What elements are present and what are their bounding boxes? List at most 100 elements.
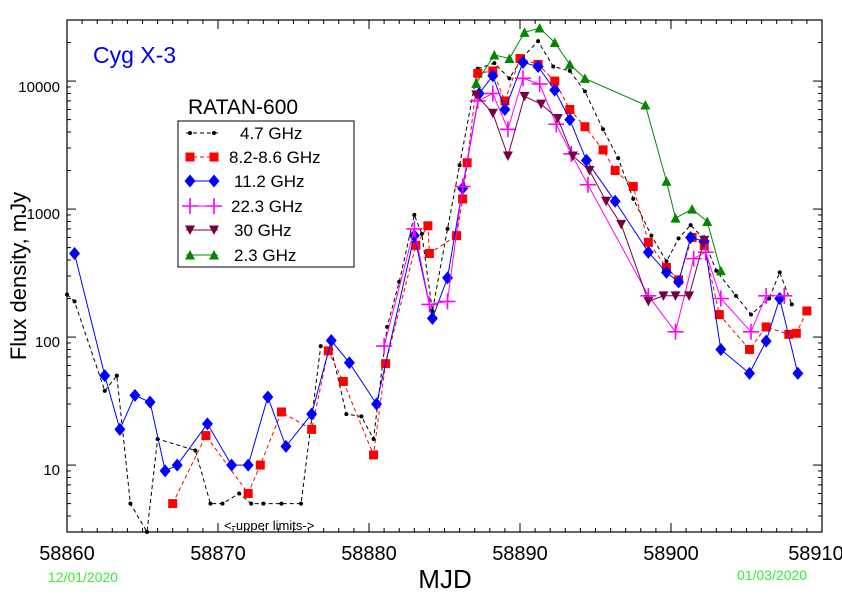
data-point bbox=[69, 246, 81, 260]
data-point bbox=[454, 178, 471, 195]
data-point bbox=[249, 501, 254, 506]
series-layer bbox=[65, 22, 812, 534]
data-point bbox=[171, 458, 183, 472]
series bbox=[65, 39, 794, 534]
data-point bbox=[144, 395, 156, 409]
data-point bbox=[715, 265, 726, 276]
data-point bbox=[369, 450, 379, 460]
legend-sample bbox=[185, 250, 219, 260]
legend-label: 11.2 GHz bbox=[234, 172, 305, 191]
data-point bbox=[767, 296, 772, 301]
data-point bbox=[688, 223, 693, 228]
legend-marker bbox=[185, 225, 195, 235]
data-point bbox=[673, 275, 685, 289]
data-point bbox=[532, 59, 544, 73]
legend-item: 11.2 GHz bbox=[184, 172, 305, 191]
data-point bbox=[550, 76, 560, 86]
plot-frame bbox=[66, 19, 823, 533]
data-point bbox=[745, 344, 755, 354]
data-point bbox=[129, 388, 141, 402]
data-point bbox=[549, 37, 560, 48]
data-point bbox=[567, 151, 578, 161]
data-point bbox=[534, 22, 545, 33]
data-point bbox=[579, 176, 596, 193]
data-point bbox=[500, 96, 510, 106]
legend-item: 8.2-8.6 GHz bbox=[185, 148, 321, 167]
legend-sample bbox=[185, 225, 219, 235]
x-tick-labels: 58860 58870 58880 58890 58900 58910 bbox=[39, 543, 842, 565]
data-point bbox=[610, 166, 620, 176]
legend-label: 8.2-8.6 GHz bbox=[229, 148, 321, 167]
data-point bbox=[406, 220, 423, 237]
series bbox=[471, 22, 726, 276]
legend: RATAN-600 4.7 GHz 8.2-8.6 GHz 11.2 GHz 2… bbox=[177, 96, 355, 268]
data-point bbox=[609, 194, 621, 208]
series bbox=[69, 55, 804, 478]
x-tick-label: 58870 bbox=[190, 543, 246, 565]
data-point bbox=[789, 302, 794, 307]
data-point bbox=[439, 293, 456, 310]
data-point bbox=[758, 287, 775, 304]
data-point bbox=[685, 230, 697, 244]
data-point bbox=[385, 324, 390, 329]
data-point bbox=[114, 422, 126, 436]
x-tick-label: 58900 bbox=[643, 543, 699, 565]
y-tick-label: 10000 bbox=[18, 79, 60, 96]
data-point bbox=[670, 291, 681, 301]
legend-items: 4.7 GHz 8.2-8.6 GHz 11.2 GHz 22.3 GHz 30… bbox=[182, 124, 321, 265]
date-right: 01/03/2020 bbox=[737, 567, 807, 583]
data-point bbox=[306, 407, 318, 421]
data-point bbox=[601, 196, 612, 207]
data-point bbox=[649, 233, 654, 238]
data-point bbox=[749, 312, 754, 317]
data-point bbox=[515, 70, 532, 87]
data-point bbox=[371, 397, 383, 411]
x-tick-label: 58910 bbox=[788, 543, 842, 565]
x-tick-label: 58890 bbox=[492, 543, 548, 565]
data-point bbox=[660, 265, 672, 279]
data-point bbox=[499, 121, 516, 138]
data-point bbox=[484, 85, 501, 102]
y-axis-title: Flux density, mJy bbox=[6, 192, 31, 360]
legend-item: 22.3 GHz bbox=[182, 197, 303, 216]
y-tick-labels: 10 100 1000 10000 bbox=[18, 79, 60, 479]
data-point bbox=[549, 83, 561, 97]
data-point bbox=[102, 388, 107, 393]
data-point bbox=[242, 458, 254, 472]
data-point bbox=[661, 176, 672, 186]
data-point bbox=[261, 501, 266, 506]
data-point bbox=[616, 219, 627, 230]
data-point bbox=[145, 530, 150, 534]
y-tick-label: 100 bbox=[35, 334, 60, 351]
data-point bbox=[128, 501, 133, 506]
data-point bbox=[424, 248, 434, 258]
data-point bbox=[628, 182, 638, 192]
data-point bbox=[376, 338, 393, 355]
data-point bbox=[279, 501, 284, 506]
data-point bbox=[536, 39, 541, 44]
data-point bbox=[643, 237, 653, 247]
data-point bbox=[325, 334, 337, 348]
legend-sample bbox=[185, 152, 219, 162]
data-point bbox=[504, 53, 515, 64]
data-point bbox=[226, 458, 238, 472]
legend-marker bbox=[209, 152, 219, 162]
legend-sample bbox=[182, 198, 222, 214]
data-point bbox=[220, 501, 225, 506]
data-point bbox=[640, 100, 651, 110]
data-point bbox=[423, 221, 433, 231]
legend-marker bbox=[185, 250, 195, 260]
data-point bbox=[473, 68, 483, 78]
legend-marker bbox=[212, 131, 216, 135]
data-point bbox=[507, 76, 512, 81]
data-point bbox=[733, 293, 738, 298]
legend-label: 4.7 GHz bbox=[240, 124, 302, 143]
data-point bbox=[670, 213, 681, 223]
data-point bbox=[743, 323, 760, 340]
data-point bbox=[208, 501, 213, 506]
data-point bbox=[344, 412, 349, 417]
data-point bbox=[584, 166, 595, 176]
data-point bbox=[114, 373, 119, 378]
data-point bbox=[255, 460, 265, 470]
